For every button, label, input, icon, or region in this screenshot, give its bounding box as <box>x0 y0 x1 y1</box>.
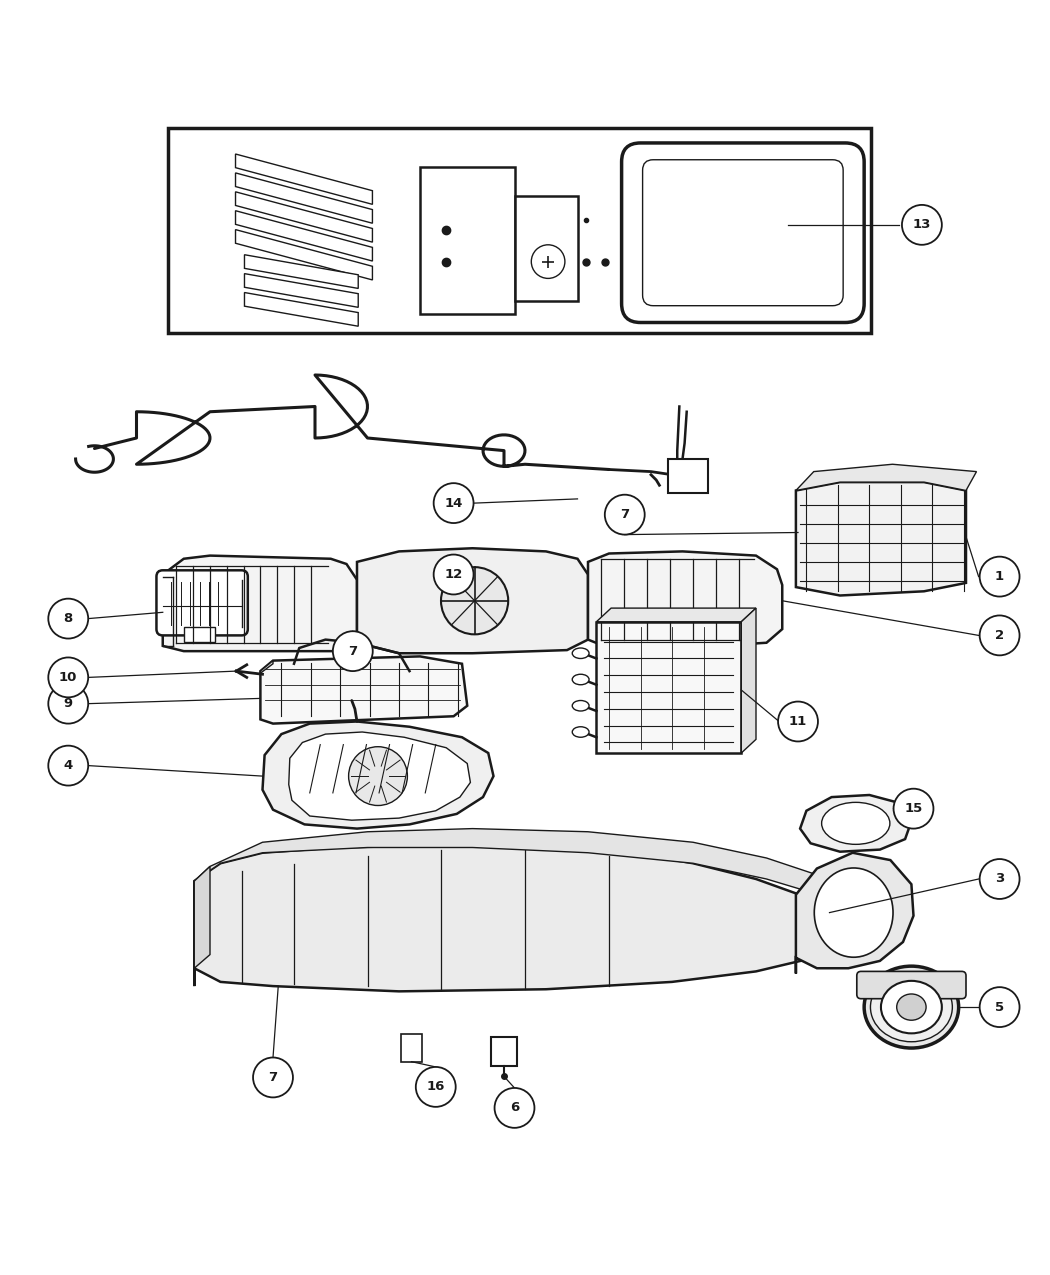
Text: 7: 7 <box>621 509 629 521</box>
Circle shape <box>778 701 818 742</box>
Ellipse shape <box>881 980 942 1033</box>
Polygon shape <box>260 660 273 673</box>
Circle shape <box>980 616 1020 655</box>
Circle shape <box>902 205 942 245</box>
Polygon shape <box>245 255 358 288</box>
Text: 16: 16 <box>426 1080 445 1094</box>
Circle shape <box>980 859 1020 899</box>
Circle shape <box>48 683 88 724</box>
FancyBboxPatch shape <box>622 143 864 323</box>
Ellipse shape <box>821 802 890 844</box>
Bar <box>168 129 871 333</box>
Polygon shape <box>357 548 588 653</box>
Text: 12: 12 <box>444 567 463 581</box>
Circle shape <box>434 483 474 523</box>
Bar <box>596 622 741 754</box>
Polygon shape <box>796 482 966 595</box>
Ellipse shape <box>864 966 959 1048</box>
Text: 1: 1 <box>995 570 1004 583</box>
Bar <box>491 1037 517 1066</box>
Text: 8: 8 <box>64 612 72 625</box>
Ellipse shape <box>572 674 589 685</box>
Circle shape <box>605 495 645 534</box>
Polygon shape <box>800 796 911 852</box>
Bar <box>514 196 578 301</box>
Text: 7: 7 <box>349 645 357 658</box>
Text: 14: 14 <box>444 496 463 510</box>
Circle shape <box>894 789 933 829</box>
Polygon shape <box>796 853 914 974</box>
Circle shape <box>349 747 407 806</box>
Ellipse shape <box>572 727 589 737</box>
Polygon shape <box>260 657 467 724</box>
Circle shape <box>48 599 88 639</box>
Text: 2: 2 <box>995 629 1004 641</box>
Bar <box>668 459 708 492</box>
Text: 4: 4 <box>64 759 72 773</box>
FancyBboxPatch shape <box>857 972 966 998</box>
Ellipse shape <box>815 868 892 958</box>
Polygon shape <box>194 829 830 898</box>
Circle shape <box>253 1057 293 1098</box>
Text: 10: 10 <box>59 671 78 683</box>
Circle shape <box>48 746 88 785</box>
Polygon shape <box>245 274 358 307</box>
Circle shape <box>441 567 508 635</box>
Circle shape <box>531 245 565 278</box>
Text: 9: 9 <box>64 697 72 710</box>
Polygon shape <box>194 867 210 968</box>
Polygon shape <box>796 464 976 491</box>
Text: 15: 15 <box>904 802 923 815</box>
Circle shape <box>48 658 88 697</box>
Polygon shape <box>235 191 373 242</box>
FancyBboxPatch shape <box>643 159 843 306</box>
Polygon shape <box>741 608 756 754</box>
Circle shape <box>495 1088 534 1128</box>
Text: 5: 5 <box>995 1001 1004 1014</box>
Text: 7: 7 <box>269 1071 277 1084</box>
Polygon shape <box>235 210 373 261</box>
Ellipse shape <box>572 700 589 711</box>
Polygon shape <box>235 173 373 223</box>
Polygon shape <box>194 845 830 992</box>
Polygon shape <box>262 722 494 829</box>
Ellipse shape <box>897 994 926 1020</box>
Ellipse shape <box>572 648 589 658</box>
Text: 3: 3 <box>995 872 1004 886</box>
Circle shape <box>434 555 474 594</box>
Circle shape <box>980 557 1020 597</box>
Circle shape <box>416 1067 456 1107</box>
Circle shape <box>333 631 373 671</box>
Polygon shape <box>235 154 373 204</box>
Polygon shape <box>245 292 358 326</box>
Polygon shape <box>588 551 782 648</box>
Bar <box>401 1034 422 1062</box>
Bar <box>184 627 215 641</box>
Polygon shape <box>596 608 756 622</box>
Polygon shape <box>289 732 470 820</box>
Bar <box>420 167 514 314</box>
Polygon shape <box>163 556 357 652</box>
Text: 13: 13 <box>912 218 931 231</box>
Text: 6: 6 <box>510 1102 519 1114</box>
Polygon shape <box>235 230 373 280</box>
FancyBboxPatch shape <box>156 570 248 635</box>
Circle shape <box>980 987 1020 1028</box>
Text: 11: 11 <box>789 715 807 728</box>
Ellipse shape <box>870 973 952 1042</box>
